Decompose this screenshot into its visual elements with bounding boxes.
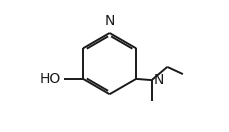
Text: N: N [105, 14, 115, 28]
Text: N: N [153, 72, 163, 86]
Text: HO: HO [39, 72, 61, 86]
